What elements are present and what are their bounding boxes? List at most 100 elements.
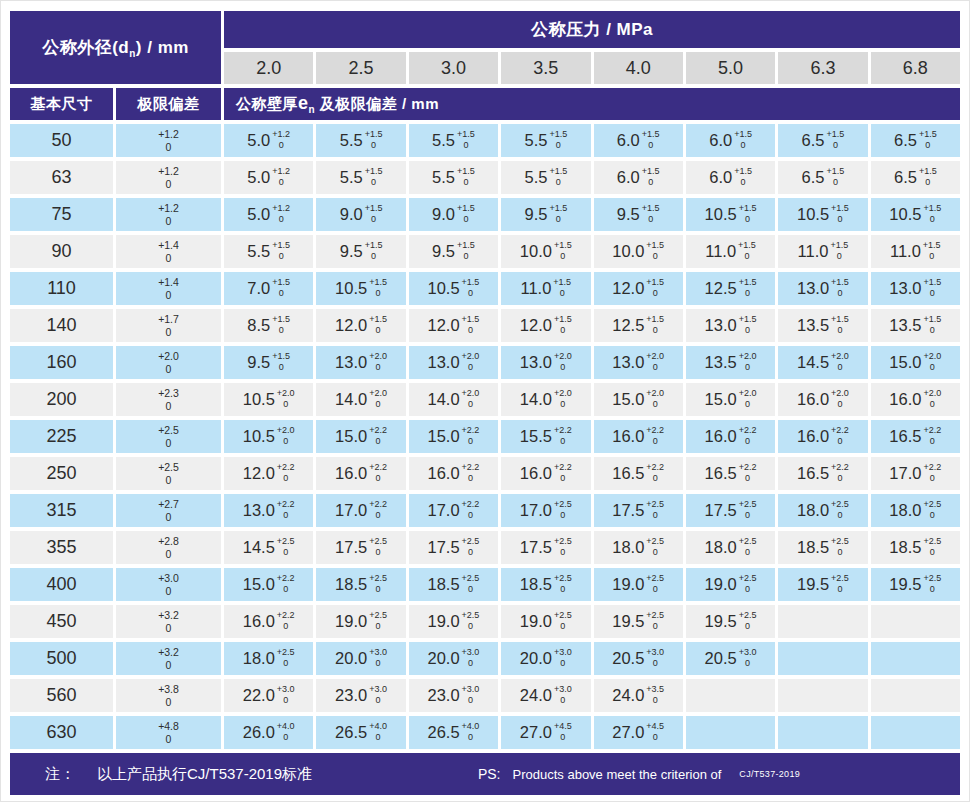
tolerance-stack: +4.00 — [462, 721, 480, 742]
tolerance-stack: +1.50 — [642, 166, 660, 187]
wall-thickness-cell: 13.0+2.00 — [409, 346, 498, 379]
tolerance-stack: +1.50 — [739, 277, 757, 298]
wall-thickness-title: 公称壁厚en 及极限偏差 / mm — [236, 93, 439, 115]
deviation-cell: +2.30 — [116, 383, 221, 416]
tolerance-stack: +2.20 — [369, 462, 387, 483]
tolerance-stack: +3.00 — [739, 647, 757, 668]
tolerance-stack: +3.00 — [462, 647, 480, 668]
deviation-stack: +3.20 — [158, 609, 179, 634]
tolerance-stack: +1.50 — [457, 166, 475, 187]
wall-thickness-cell: 16.5+2.20 — [686, 457, 775, 490]
wall-thickness-cell: 13.5+1.50 — [871, 309, 960, 342]
wall-thickness-cell: 13.5+2.00 — [686, 346, 775, 379]
wall-thickness-cell: 16.0+2.20 — [594, 420, 683, 453]
footer-note-text: 以上产品执行CJ/T537-2019标准 — [97, 765, 312, 784]
wall-thickness-cell: 6.0+1.50 — [594, 124, 683, 157]
wall-thickness-cell: 20.5+3.00 — [594, 642, 683, 675]
deviation-cell: +3.20 — [116, 642, 221, 675]
tolerance-stack: +2.50 — [277, 536, 295, 557]
tolerance-stack: +2.50 — [462, 573, 480, 594]
empty-cell — [871, 605, 960, 638]
tolerance-stack: +2.20 — [369, 499, 387, 520]
wall-thickness-cell: 9.0+1.50 — [409, 198, 498, 231]
wall-thickness-cell: 15.0+2.20 — [224, 568, 313, 601]
tolerance-stack: +2.00 — [923, 351, 941, 372]
wall-thickness-cell: 12.5+1.50 — [594, 309, 683, 342]
tolerance-stack: +1.50 — [739, 203, 757, 224]
tolerance-stack: +1.50 — [549, 203, 567, 224]
wall-thickness-cell: 20.0+3.00 — [409, 642, 498, 675]
empty-cell — [686, 716, 775, 749]
wall-thickness-cell: 19.0+2.50 — [501, 605, 590, 638]
deviation-cell: +1.20 — [116, 198, 221, 231]
tolerance-stack: +1.50 — [738, 240, 756, 261]
tolerance-stack: +2.50 — [554, 499, 572, 520]
tolerance-stack: +1.20 — [272, 129, 290, 150]
wall-thickness-cell: 19.0+2.50 — [686, 568, 775, 601]
deviation-stack: +2.00 — [158, 350, 179, 375]
tolerance-stack: +1.50 — [549, 166, 567, 187]
tolerance-stack: +2.00 — [369, 351, 387, 372]
wall-thickness-cell: 19.5+2.50 — [594, 605, 683, 638]
deviation-cell: +1.40 — [116, 235, 221, 268]
tolerance-stack: +2.50 — [831, 573, 849, 594]
footer-note-label: 注： — [45, 765, 75, 784]
diameter-cell: 250 — [10, 457, 113, 490]
wall-thickness-cell: 17.5+2.50 — [409, 531, 498, 564]
tolerance-stack: +1.50 — [457, 129, 475, 150]
wall-thickness-cell: 10.5+2.00 — [224, 420, 313, 453]
tolerance-stack: +1.50 — [369, 314, 387, 335]
tolerance-stack: +2.00 — [554, 351, 572, 372]
tolerance-stack: +1.50 — [923, 203, 941, 224]
deviation-stack: +1.40 — [158, 276, 179, 301]
deviation-stack: +1.20 — [158, 202, 179, 227]
tolerance-stack: +1.50 — [923, 314, 941, 335]
wall-thickness-cell: 24.0+3.50 — [594, 679, 683, 712]
wall-thickness-cell: 10.5+1.50 — [409, 272, 498, 305]
wall-thickness-cell: 26.5+4.00 — [409, 716, 498, 749]
tolerance-stack: +1.50 — [369, 277, 387, 298]
diameter-cell: 560 — [10, 679, 113, 712]
footer-ps-label: PS: — [478, 766, 501, 782]
footer-ps-standard: CJ/T537-2019 — [739, 769, 800, 779]
tolerance-stack: +2.00 — [646, 351, 664, 372]
tolerance-stack: +1.50 — [831, 203, 849, 224]
wall-thickness-cell: 19.5+2.50 — [686, 605, 775, 638]
wall-thickness-cell: 19.0+2.50 — [594, 568, 683, 601]
empty-cell — [686, 679, 775, 712]
tolerance-stack: +2.50 — [831, 536, 849, 557]
tolerance-stack: +2.50 — [554, 610, 572, 631]
wall-thickness-cell: 9.5+1.50 — [501, 198, 590, 231]
empty-cell — [778, 716, 867, 749]
tolerance-stack: +2.50 — [462, 536, 480, 557]
wall-thickness-cell: 5.5+1.50 — [501, 124, 590, 157]
tolerance-stack: +2.00 — [646, 388, 664, 409]
wall-thickness-cell: 12.0+1.50 — [409, 309, 498, 342]
tolerance-stack: +1.50 — [734, 166, 752, 187]
tolerance-stack: +1.50 — [272, 314, 290, 335]
wall-thickness-cell: 5.0+1.20 — [224, 124, 313, 157]
empty-cell — [778, 605, 867, 638]
wall-thickness-cell: 9.5+1.50 — [409, 235, 498, 268]
deviation-stack: +2.70 — [158, 498, 179, 523]
wall-thickness-cell: 15.5+2.20 — [501, 420, 590, 453]
tolerance-stack: +2.20 — [831, 462, 849, 483]
wall-thickness-cell: 6.5+1.50 — [778, 161, 867, 194]
deviation-cell: +2.50 — [116, 420, 221, 453]
tolerance-stack: +1.50 — [457, 203, 475, 224]
wall-thickness-cell: 17.5+2.50 — [316, 531, 405, 564]
wall-thickness-cell: 15.0+2.00 — [594, 383, 683, 416]
tolerance-stack: +1.50 — [365, 240, 383, 261]
tolerance-stack: +3.00 — [369, 684, 387, 705]
wall-thickness-cell: 17.0+2.20 — [409, 494, 498, 527]
empty-cell — [778, 679, 867, 712]
wall-thickness-cell: 19.0+2.50 — [316, 605, 405, 638]
wall-thickness-cell: 22.0+3.00 — [224, 679, 313, 712]
wall-thickness-cell: 20.5+3.00 — [686, 642, 775, 675]
wall-thickness-cell: 10.5+1.50 — [686, 198, 775, 231]
deviation-stack: +2.50 — [158, 461, 179, 486]
tolerance-stack: +3.00 — [369, 647, 387, 668]
wall-thickness-cell: 26.0+4.00 — [224, 716, 313, 749]
wall-thickness-cell: 18.5+2.50 — [409, 568, 498, 601]
tolerance-stack: +1.50 — [462, 277, 480, 298]
